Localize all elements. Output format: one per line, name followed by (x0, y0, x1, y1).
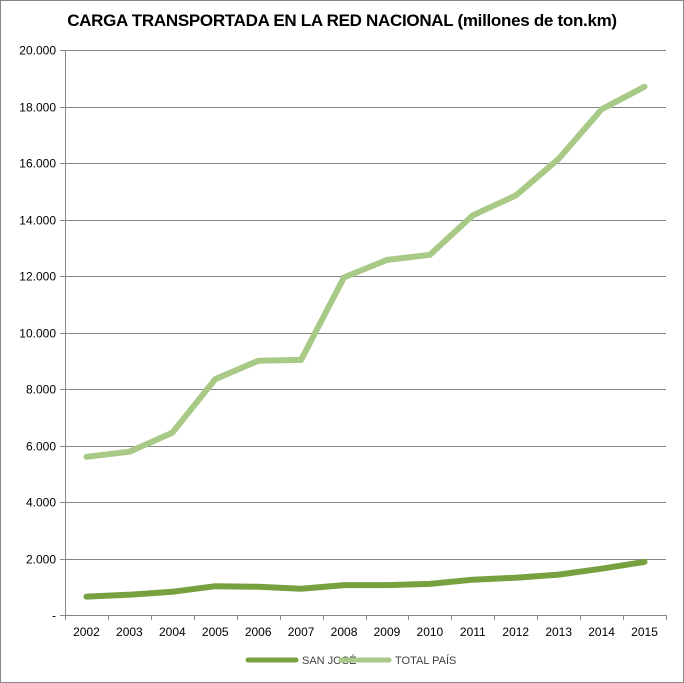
data-point (642, 559, 648, 565)
x-tick-label: 2009 (374, 625, 401, 639)
series-line-san-jose (83, 558, 648, 600)
y-tick-label: 2.000 (26, 553, 56, 567)
data-point (84, 594, 90, 600)
x-tick-label: 2011 (460, 625, 486, 639)
x-tick-label: 2014 (588, 625, 615, 639)
x-axis-tick-labels: 2002 2003 2004 2005 2006 2007 2008 2009 2010 2011… (73, 625, 658, 639)
data-point (255, 584, 261, 590)
data-point (255, 358, 261, 364)
series-line-total-pais (83, 83, 648, 460)
data-point (84, 454, 90, 460)
y-tick-label: 20.000 (19, 44, 56, 58)
x-tick-label: 2015 (631, 625, 658, 639)
x-tick-label: 2010 (417, 625, 444, 639)
legend-label: TOTAL PAÍS (395, 654, 456, 667)
data-point (556, 156, 562, 162)
data-point (599, 106, 605, 112)
x-tick-label: 2008 (331, 625, 358, 639)
y-tick-label: 6.000 (26, 440, 56, 454)
data-point (298, 586, 304, 592)
data-point (169, 430, 175, 436)
x-tick-label: 2006 (245, 625, 272, 639)
y-tick-label: - (52, 609, 56, 623)
data-point (513, 193, 519, 199)
y-axis-tick-labels: - 2.000 4.000 6.000 8.000 10.000 12.000 14.000 1… (19, 44, 56, 623)
data-point (470, 577, 476, 583)
data-point (513, 575, 519, 581)
y-tick-label: 8.000 (26, 383, 56, 397)
data-point (341, 274, 347, 280)
legend: SAN JOSÉ TOTAL PAÍS (245, 654, 456, 667)
data-point (212, 376, 218, 382)
data-point (126, 592, 132, 598)
x-tick-label: 2007 (288, 625, 315, 639)
data-point (384, 257, 390, 263)
data-point (642, 84, 648, 90)
data-point (427, 581, 433, 587)
x-tick-label: 2002 (73, 625, 100, 639)
data-point (341, 582, 347, 588)
data-point (298, 357, 304, 363)
legend-label: SAN JOSÉ (302, 654, 356, 667)
data-point (427, 252, 433, 258)
chart-title: CARGA TRANSPORTADA EN LA RED NACIONAL (m… (67, 11, 617, 30)
axes (60, 50, 667, 620)
series-lines (83, 83, 648, 600)
data-point (599, 566, 605, 572)
data-point (212, 583, 218, 589)
data-point (470, 212, 476, 218)
x-tick-label: 2004 (159, 625, 186, 639)
x-tick-label: 2013 (545, 625, 572, 639)
x-tick-label: 2003 (116, 625, 143, 639)
data-point (126, 449, 132, 455)
y-tick-label: 18.000 (19, 101, 56, 115)
y-tick-label: 16.000 (19, 157, 56, 171)
gridlines (65, 50, 666, 560)
y-tick-label: 14.000 (19, 214, 56, 228)
y-tick-label: 4.000 (26, 496, 56, 510)
data-point (556, 572, 562, 578)
y-tick-label: 10.000 (19, 327, 56, 341)
x-tick-label: 2005 (202, 625, 229, 639)
data-point (384, 582, 390, 588)
data-point (169, 589, 175, 595)
x-tick-label: 2012 (502, 625, 529, 639)
y-tick-label: 12.000 (19, 270, 56, 284)
